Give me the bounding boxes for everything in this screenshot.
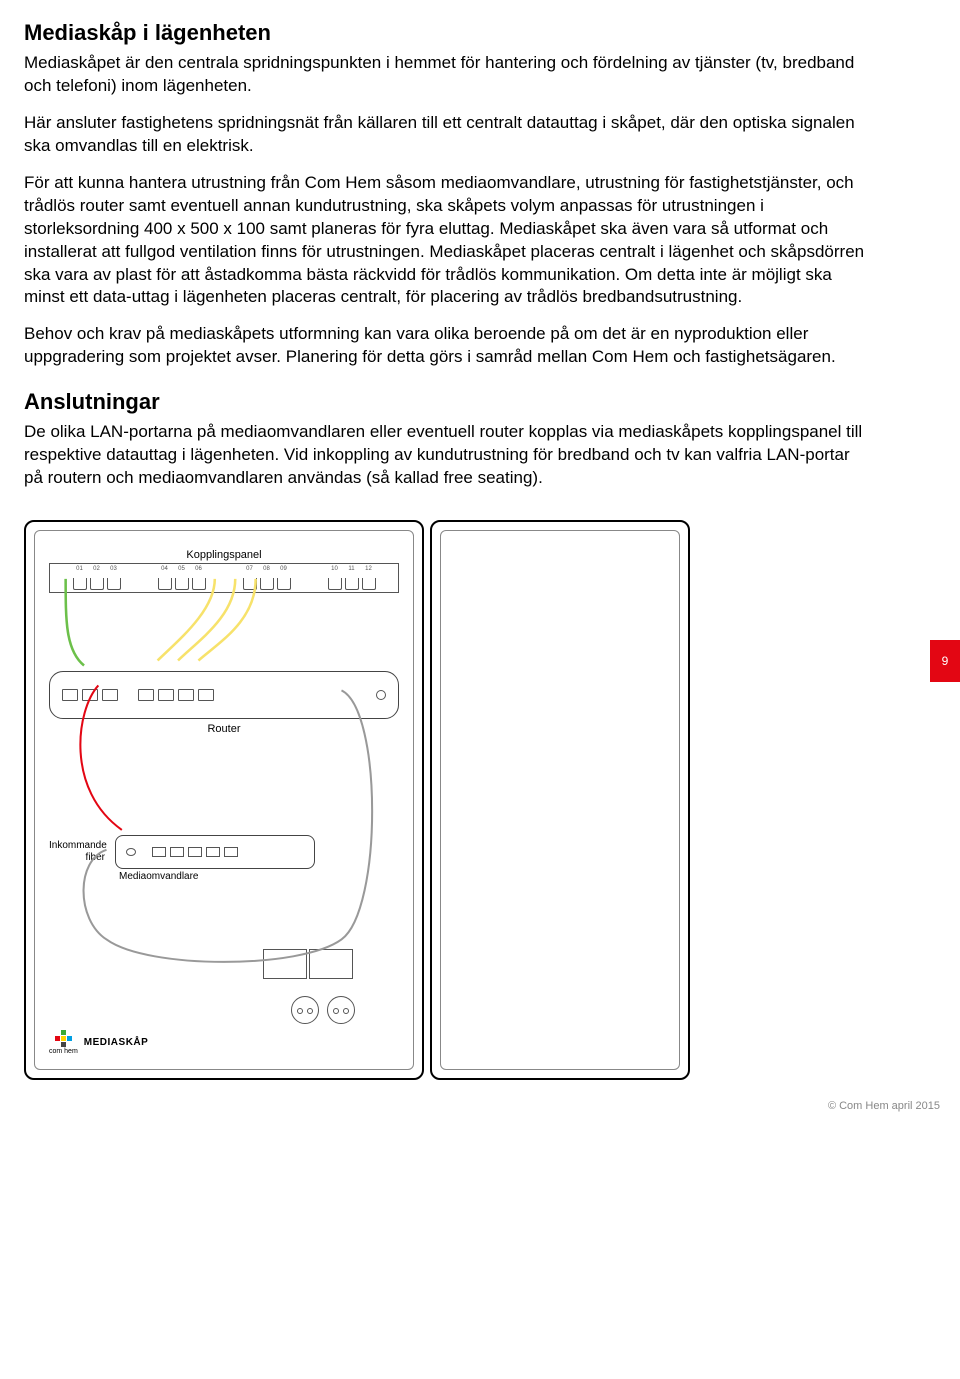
logo-text: com hem bbox=[49, 1048, 78, 1055]
paragraph-5: De olika LAN-portarna på mediaomvandlare… bbox=[24, 421, 870, 490]
patch-panel bbox=[49, 563, 399, 593]
power-socket bbox=[327, 996, 355, 1024]
patch-port bbox=[90, 578, 104, 590]
mediaskap-diagram: Kopplingspanel bbox=[24, 520, 870, 1080]
cable-outlet-boxes bbox=[263, 949, 353, 979]
router-port bbox=[376, 690, 386, 700]
copyright-text: © Com Hem april 2015 bbox=[828, 1100, 940, 1112]
power-socket bbox=[291, 996, 319, 1024]
mc-port bbox=[152, 847, 166, 857]
mc-port bbox=[188, 847, 202, 857]
paragraph-3: För att kunna hantera utrustning från Co… bbox=[24, 172, 870, 310]
outlet-box bbox=[263, 949, 307, 979]
heading-anslutningar: Anslutningar bbox=[24, 389, 870, 415]
cabinet-box: Kopplingspanel bbox=[24, 520, 424, 1080]
router-port bbox=[82, 689, 98, 701]
router-device bbox=[49, 671, 399, 719]
mc-port bbox=[224, 847, 238, 857]
fiber-label-line1: Inkommande bbox=[49, 840, 107, 851]
heading-mediaskap: Mediaskåp i lägenheten bbox=[24, 20, 870, 46]
cable-wires bbox=[35, 531, 413, 1069]
router-port bbox=[138, 689, 154, 701]
patch-port bbox=[243, 578, 257, 590]
patch-port bbox=[277, 578, 291, 590]
fiber-label: Inkommande fiber bbox=[49, 840, 105, 864]
media-converter-device bbox=[115, 835, 315, 869]
logo-grid-icon bbox=[55, 1030, 72, 1047]
patch-port bbox=[107, 578, 121, 590]
router-port bbox=[158, 689, 174, 701]
paragraph-4: Behov och krav på mediaskåpets utformnin… bbox=[24, 323, 870, 369]
patch-port bbox=[73, 578, 87, 590]
patch-port bbox=[192, 578, 206, 590]
outlet-box bbox=[309, 949, 353, 979]
patch-port bbox=[345, 578, 359, 590]
patch-port bbox=[328, 578, 342, 590]
patch-port bbox=[260, 578, 274, 590]
router-port bbox=[198, 689, 214, 701]
mc-port bbox=[170, 847, 184, 857]
router-port bbox=[62, 689, 78, 701]
fiber-label-line2: fiber bbox=[86, 852, 105, 863]
mc-port bbox=[126, 848, 136, 856]
patch-port bbox=[362, 578, 376, 590]
cabinet-door bbox=[430, 520, 690, 1080]
router-label: Router bbox=[49, 723, 399, 735]
router-port bbox=[178, 689, 194, 701]
router-port bbox=[102, 689, 118, 701]
paragraph-1: Mediaskåpet är den centrala spridningspu… bbox=[24, 52, 870, 98]
media-converter-label: Mediaomvandlare bbox=[119, 871, 399, 882]
patch-panel-label: Kopplingspanel bbox=[49, 549, 399, 561]
page-number-badge: 9 bbox=[930, 640, 960, 682]
patch-port bbox=[158, 578, 172, 590]
mediaskap-text: MEDIASKÅP bbox=[84, 1037, 149, 1048]
patch-port bbox=[175, 578, 189, 590]
mc-port bbox=[206, 847, 220, 857]
comhem-logo: com hem MEDIASKÅP bbox=[49, 1030, 148, 1055]
power-sockets bbox=[291, 990, 355, 1024]
paragraph-2: Här ansluter fastighetens spridningsnät … bbox=[24, 112, 870, 158]
